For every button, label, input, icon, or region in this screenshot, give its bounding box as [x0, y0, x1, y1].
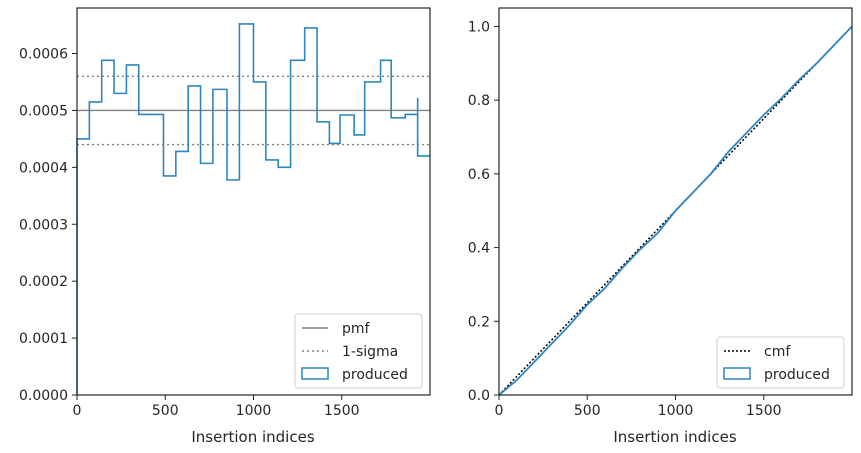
cumulative-panel: 0 500 1000 1500 0.0 0.2 0.4 0.6 0.8 1.0 Insertion… — [468, 7, 853, 446]
cumulative-marks — [498, 25, 853, 396]
histogram-ytick-label: 0.0004 — [19, 160, 68, 176]
histogram-legend: pmf 1-sigma produced — [294, 313, 423, 389]
cumulative-xtick-label: 500 — [574, 403, 601, 419]
cumulative-legend: cmf produced — [716, 336, 845, 389]
histogram-xtick-label: 500 — [152, 403, 179, 419]
histogram-ytick-label: 0.0003 — [19, 217, 68, 233]
legend-produced-swatch — [723, 367, 751, 380]
cumulative-xtick-label: 1500 — [746, 403, 782, 419]
cumulative-xlabel: Insertion indices — [613, 428, 736, 446]
cumulative-xtick-label: 0 — [495, 403, 504, 419]
legend-label: produced — [764, 367, 830, 383]
cumulative-legend-box — [716, 336, 845, 389]
histogram-legend-box — [294, 313, 423, 389]
histogram-xlabel: Insertion indices — [191, 428, 314, 446]
histogram-ytick-label: 0.0005 — [19, 103, 68, 119]
cumulative-xtick-label: 1000 — [658, 403, 694, 419]
cumulative-ytick-label: 0.6 — [468, 167, 490, 183]
histogram-marks — [76, 23, 430, 395]
cumulative-ytick-label: 0.8 — [468, 93, 490, 109]
histogram-xtick-label: 0 — [73, 403, 82, 419]
histogram-ytick-label: 0.0002 — [19, 274, 68, 290]
legend-label: produced — [342, 367, 408, 383]
legend-label: cmf — [764, 344, 791, 360]
histogram-ytick-label: 0.0001 — [19, 331, 68, 347]
cumulative-ytick-label: 0.4 — [468, 241, 490, 257]
histogram-ytick-label: 0.0006 — [19, 47, 68, 63]
cumulative-ytick-label: 1.0 — [468, 19, 490, 35]
histogram-ticks: 0 500 1000 1500 0.0000 0.0001 0.0002 0.0003 0.00… — [19, 47, 360, 419]
produced-histogram-step — [76, 23, 430, 395]
legend-label: 1-sigma — [342, 344, 398, 360]
legend-produced-swatch — [301, 367, 329, 380]
produced-cumulative-line — [498, 25, 853, 396]
legend-label: pmf — [342, 321, 371, 337]
histogram-xtick-label: 1000 — [236, 403, 272, 419]
cumulative-ticks: 0 500 1000 1500 0.0 0.2 0.4 0.6 0.8 1.0 — [468, 19, 782, 419]
histogram-xtick-label: 1500 — [324, 403, 360, 419]
histogram-panel: 0 500 1000 1500 0.0000 0.0001 0.0002 0.0003 0.00… — [19, 7, 431, 446]
cmf-dotted-line — [498, 25, 853, 396]
histogram-ytick-label: 0.0000 — [19, 388, 68, 404]
cumulative-ytick-label: 0.0 — [468, 388, 490, 404]
cumulative-ytick-label: 0.2 — [468, 314, 490, 330]
